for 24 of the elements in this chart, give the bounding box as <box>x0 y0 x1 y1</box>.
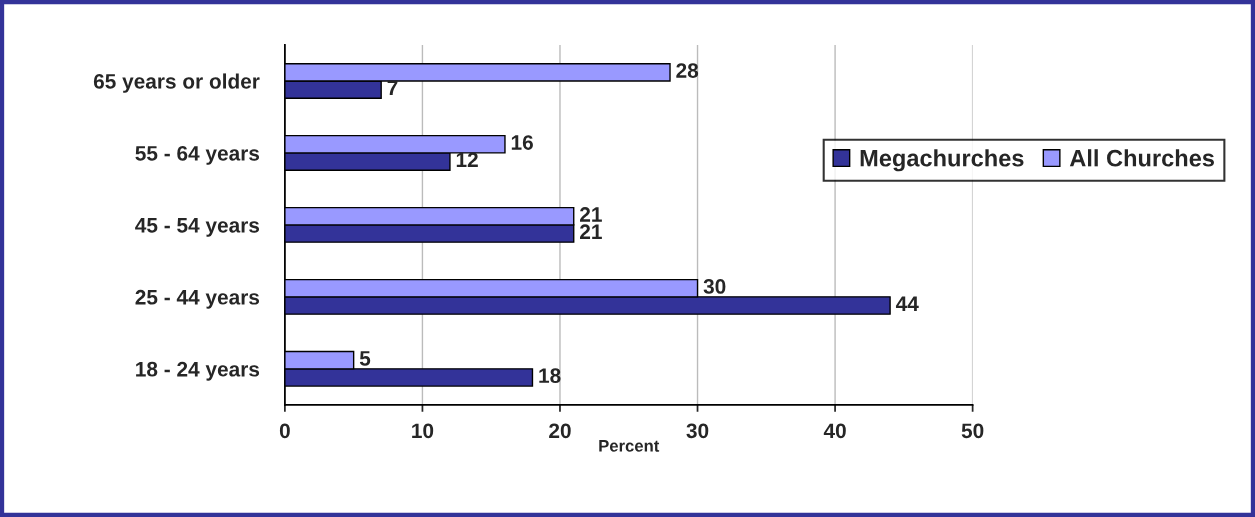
legend-label: Megachurches <box>860 149 1024 172</box>
data-label: 44 <box>895 296 919 311</box>
y-tick-label: 45 - 54 years <box>135 218 260 237</box>
y-tick-label: 55 - 64 years <box>135 145 260 165</box>
y-tick-label: 25 - 44 years <box>135 289 260 309</box>
x-tick-label: 20 <box>549 423 571 439</box>
x-axis-title: Percent <box>599 440 660 452</box>
y-tick-label: 65 years or older <box>93 73 260 93</box>
data-label: 5 <box>359 351 371 366</box>
data-label: 21 <box>580 224 602 239</box>
y-tick-label: 18 - 24 years <box>136 361 260 381</box>
x-tick-label: 50 <box>961 423 984 439</box>
data-label: 12 <box>456 152 478 167</box>
legend-label: All Churches <box>1069 149 1214 167</box>
x-tick-label: 10 <box>412 423 434 439</box>
x-tick-label: 30 <box>686 423 709 439</box>
data-label: 28 <box>676 63 699 78</box>
data-label: 16 <box>511 135 533 150</box>
data-label: 30 <box>703 279 726 294</box>
data-label: 18 <box>539 368 561 384</box>
data-label: 21 <box>580 207 602 222</box>
x-tick-label: 40 <box>823 423 846 439</box>
data-label: 7 <box>387 80 398 95</box>
x-tick-label: 0 <box>279 423 290 439</box>
